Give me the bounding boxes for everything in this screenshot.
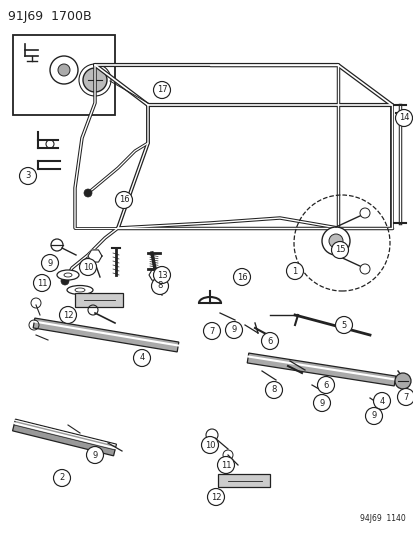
- Ellipse shape: [67, 286, 93, 295]
- FancyBboxPatch shape: [218, 474, 269, 487]
- Circle shape: [151, 278, 168, 295]
- Circle shape: [201, 437, 218, 454]
- Text: 13: 13: [156, 271, 167, 279]
- Circle shape: [331, 241, 348, 259]
- Circle shape: [153, 82, 170, 99]
- Text: 2: 2: [59, 473, 64, 482]
- Text: 9: 9: [92, 450, 97, 459]
- Text: 7: 7: [209, 327, 214, 335]
- Circle shape: [265, 382, 282, 399]
- Circle shape: [313, 394, 330, 411]
- Circle shape: [41, 254, 58, 271]
- Text: 1: 1: [292, 266, 297, 276]
- Text: 16: 16: [236, 272, 247, 281]
- Circle shape: [233, 269, 250, 286]
- Text: 7: 7: [402, 392, 408, 401]
- Text: 11: 11: [220, 461, 231, 470]
- Circle shape: [50, 56, 78, 84]
- Ellipse shape: [57, 270, 79, 280]
- Text: 10: 10: [83, 262, 93, 271]
- Circle shape: [335, 317, 351, 334]
- Polygon shape: [149, 270, 161, 280]
- Text: 8: 8: [271, 385, 276, 394]
- Text: 5: 5: [341, 320, 346, 329]
- Circle shape: [53, 470, 70, 487]
- Text: 9: 9: [318, 399, 324, 408]
- Circle shape: [359, 264, 369, 274]
- Text: 4: 4: [139, 353, 144, 362]
- Circle shape: [58, 64, 70, 76]
- Circle shape: [207, 489, 224, 505]
- Text: 17: 17: [156, 85, 167, 94]
- Circle shape: [79, 259, 96, 276]
- Polygon shape: [12, 419, 116, 456]
- Circle shape: [286, 262, 303, 279]
- Text: 3: 3: [25, 172, 31, 181]
- Polygon shape: [33, 318, 178, 352]
- Text: 9: 9: [231, 326, 236, 335]
- FancyBboxPatch shape: [75, 293, 123, 307]
- Text: 6: 6: [267, 336, 272, 345]
- Text: 94J69  1140: 94J69 1140: [359, 514, 405, 523]
- Circle shape: [61, 277, 69, 285]
- FancyBboxPatch shape: [13, 35, 115, 115]
- Circle shape: [365, 408, 382, 424]
- Text: 12: 12: [63, 311, 73, 319]
- Text: 12: 12: [210, 492, 221, 502]
- Circle shape: [328, 234, 342, 248]
- Circle shape: [153, 266, 170, 284]
- Circle shape: [84, 189, 92, 197]
- Text: 11: 11: [37, 279, 47, 287]
- Text: 8: 8: [157, 281, 162, 290]
- Polygon shape: [247, 353, 395, 386]
- Circle shape: [19, 167, 36, 184]
- Circle shape: [396, 389, 413, 406]
- Circle shape: [394, 109, 411, 126]
- Text: 15: 15: [334, 246, 344, 254]
- Circle shape: [394, 373, 410, 389]
- Text: 6: 6: [323, 381, 328, 390]
- Circle shape: [261, 333, 278, 350]
- Circle shape: [33, 274, 50, 292]
- Circle shape: [86, 447, 103, 464]
- Text: 9: 9: [370, 411, 376, 421]
- Circle shape: [203, 322, 220, 340]
- Polygon shape: [88, 250, 102, 262]
- Circle shape: [321, 227, 349, 255]
- Circle shape: [59, 306, 76, 324]
- Circle shape: [115, 191, 132, 208]
- Text: 91J69  1700B: 91J69 1700B: [8, 10, 91, 23]
- Text: 10: 10: [204, 440, 215, 449]
- Text: 16: 16: [119, 196, 129, 205]
- Circle shape: [225, 321, 242, 338]
- Circle shape: [359, 208, 369, 218]
- Circle shape: [133, 350, 150, 367]
- Text: 4: 4: [378, 397, 384, 406]
- Circle shape: [317, 376, 334, 393]
- Text: 14: 14: [398, 114, 408, 123]
- Text: 9: 9: [47, 259, 52, 268]
- Circle shape: [83, 68, 107, 92]
- Circle shape: [373, 392, 389, 409]
- Circle shape: [217, 456, 234, 473]
